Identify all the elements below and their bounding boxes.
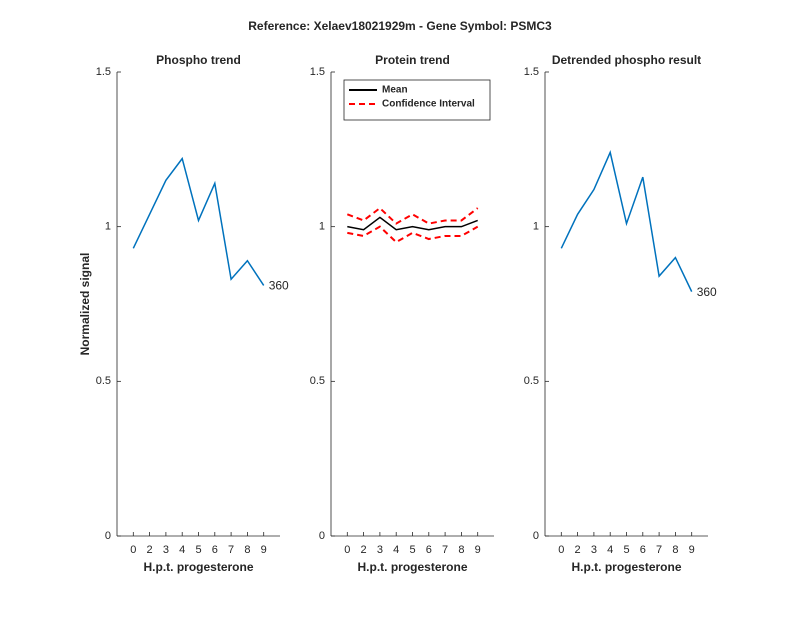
figure-title: Reference: Xelaev18021929m - Gene Symbol… [248, 19, 552, 33]
y-tick-label: 1 [533, 221, 539, 233]
x-tick-label: 4 [179, 544, 185, 556]
x-tick-label: 7 [442, 544, 448, 556]
x-tick-label: 9 [475, 544, 481, 556]
y-tick-label: 0.5 [524, 375, 539, 387]
subplot-title: Phospho trend [156, 53, 241, 67]
x-tick-label: 0 [344, 544, 350, 556]
x-tick-label: 9 [261, 544, 267, 556]
x-tick-label: 8 [672, 544, 678, 556]
ci-upper-line [346, 206, 479, 225]
x-tick-label: 3 [591, 544, 597, 556]
x-tick-label: 2 [147, 544, 153, 556]
y-tick-label: 0 [533, 530, 539, 542]
subplot-title: Protein trend [375, 53, 450, 67]
x-tick-label: 6 [212, 544, 218, 556]
x-tick-label: 4 [393, 544, 399, 556]
y-tick-label: 0.5 [96, 375, 111, 387]
data-line [560, 150, 693, 292]
y-tick-label: 0 [105, 530, 111, 542]
x-tick-label: 3 [163, 544, 169, 556]
legend-label: Confidence Interval [382, 99, 475, 110]
y-tick-label: 1 [319, 221, 325, 233]
x-tick-label: 3 [377, 544, 383, 556]
x-tick-label: 2 [361, 544, 367, 556]
data-line [132, 156, 265, 286]
x-tick-label: 2 [575, 544, 581, 556]
subplot-title: Detrended phospho result [552, 53, 701, 67]
legend-box [343, 79, 491, 121]
x-tick-label: 7 [228, 544, 234, 556]
y-tick-label: 1.5 [310, 66, 325, 78]
x-tick-label: 0 [558, 544, 564, 556]
ci-lower-line [347, 225, 479, 244]
x-tick-label: 5 [409, 544, 415, 556]
y-tick-label: 0 [319, 530, 325, 542]
y-tick-label: 1.5 [524, 66, 539, 78]
x-tick-label: 6 [640, 544, 646, 556]
x-tick-label: 7 [656, 544, 662, 556]
x-tick-label: 8 [458, 544, 464, 556]
y-tick-label: 0.5 [310, 375, 325, 387]
x-tick-label: 5 [195, 544, 201, 556]
x-tick-label: 5 [623, 544, 629, 556]
y-tick-label: 1 [105, 221, 111, 233]
data-line [347, 216, 478, 231]
x-tick-label: 6 [426, 544, 432, 556]
y-axis-label: Normalized signal [78, 253, 92, 356]
x-axis-label: H.p.t. progesterone [143, 560, 253, 574]
x-tick-label: 8 [244, 544, 250, 556]
legend-label: Mean [382, 85, 408, 96]
x-tick-label: 4 [607, 544, 613, 556]
x-tick-label: 0 [130, 544, 136, 556]
x-axis-label: H.p.t. progesterone [571, 560, 681, 574]
x-tick-label: 9 [689, 544, 695, 556]
end-label: 360 [697, 285, 717, 299]
x-axis-label: H.p.t. progesterone [357, 560, 467, 574]
y-tick-label: 1.5 [96, 66, 111, 78]
end-label: 360 [269, 279, 289, 293]
